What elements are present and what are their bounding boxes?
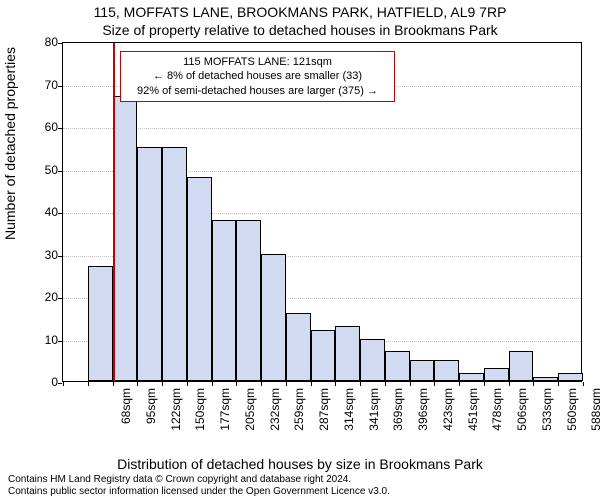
x-tick-label: 451sqm [466, 388, 480, 448]
x-tick-label: 341sqm [367, 388, 381, 448]
x-tick-label: 177sqm [218, 388, 232, 448]
y-axis-label: Number of detached properties [2, 47, 18, 240]
x-tick-mark [385, 382, 386, 386]
y-tick-mark [58, 298, 62, 299]
histogram-bar [533, 377, 558, 381]
annotation-line: 115 MOFFATS LANE: 121sqm [129, 55, 386, 69]
annotation-line: 92% of semi-detached houses are larger (… [129, 84, 386, 98]
chart-title-line1: 115, MOFFATS LANE, BROOKMANS PARK, HATFI… [0, 4, 600, 20]
y-tick-label: 70 [28, 78, 58, 92]
x-tick-mark [63, 382, 64, 386]
x-tick-mark [459, 382, 460, 386]
x-tick-mark [434, 382, 435, 386]
footer-attribution: Contains HM Land Registry data © Crown c… [8, 474, 390, 498]
histogram-bar [484, 368, 509, 381]
y-tick-label: 80 [28, 35, 58, 49]
reference-marker-line [113, 43, 115, 381]
histogram-bar [385, 351, 410, 381]
x-tick-label: 68sqm [119, 388, 133, 448]
y-tick-mark [58, 171, 62, 172]
x-tick-label: 533sqm [540, 388, 554, 448]
x-tick-label: 478sqm [490, 388, 504, 448]
x-tick-mark [335, 382, 336, 386]
x-tick-label: 205sqm [243, 388, 257, 448]
x-tick-label: 259sqm [292, 388, 306, 448]
histogram-bar [162, 147, 187, 381]
y-tick-mark [58, 128, 62, 129]
histogram-bar [187, 177, 212, 381]
x-tick-label: 560sqm [565, 388, 579, 448]
gridline [63, 128, 581, 129]
histogram-bar [113, 96, 138, 381]
x-tick-label: 423sqm [441, 388, 455, 448]
histogram-bar [509, 351, 534, 381]
x-tick-label: 314sqm [342, 388, 356, 448]
x-tick-mark [484, 382, 485, 386]
x-tick-mark [236, 382, 237, 386]
histogram-bar [410, 360, 435, 381]
histogram-bar [434, 360, 459, 381]
x-tick-mark [212, 382, 213, 386]
footer-line2: Contains public sector information licen… [8, 486, 390, 498]
y-tick-mark [58, 213, 62, 214]
y-tick-label: 40 [28, 205, 58, 219]
x-tick-mark [583, 382, 584, 386]
y-tick-mark [58, 383, 62, 384]
y-tick-label: 0 [28, 375, 58, 389]
y-tick-mark [58, 86, 62, 87]
annotation-box: 115 MOFFATS LANE: 121sqm← 8% of detached… [120, 51, 395, 102]
annotation-line: ← 8% of detached houses are smaller (33) [129, 69, 386, 83]
histogram-bar [335, 326, 360, 381]
chart-title-line2: Size of property relative to detached ho… [0, 22, 600, 38]
x-tick-mark [113, 382, 114, 386]
chart-container: 115, MOFFATS LANE, BROOKMANS PARK, HATFI… [0, 0, 600, 500]
histogram-bar [137, 147, 162, 381]
histogram-bar [558, 373, 583, 382]
x-tick-label: 95sqm [144, 388, 158, 448]
x-tick-mark [410, 382, 411, 386]
x-tick-mark [533, 382, 534, 386]
x-tick-mark [558, 382, 559, 386]
x-tick-label: 588sqm [589, 388, 600, 448]
histogram-bar [459, 373, 484, 382]
plot-area: 115 MOFFATS LANE: 121sqm← 8% of detached… [62, 42, 582, 382]
histogram-bar [360, 339, 385, 382]
x-tick-mark [137, 382, 138, 386]
y-tick-mark [58, 43, 62, 44]
y-tick-label: 60 [28, 120, 58, 134]
x-tick-mark [88, 382, 89, 386]
y-tick-mark [58, 256, 62, 257]
y-tick-label: 50 [28, 163, 58, 177]
footer-line1: Contains HM Land Registry data © Crown c… [8, 474, 390, 486]
x-tick-label: 369sqm [391, 388, 405, 448]
x-tick-mark [162, 382, 163, 386]
x-tick-mark [187, 382, 188, 386]
x-tick-mark [311, 382, 312, 386]
histogram-bar [236, 220, 261, 382]
histogram-bar [311, 330, 336, 381]
histogram-bar [286, 313, 311, 381]
histogram-bar [88, 266, 113, 381]
y-tick-label: 30 [28, 248, 58, 262]
y-tick-label: 20 [28, 290, 58, 304]
x-tick-label: 122sqm [169, 388, 183, 448]
x-tick-mark [360, 382, 361, 386]
x-axis-label: Distribution of detached houses by size … [0, 456, 600, 472]
y-tick-mark [58, 341, 62, 342]
histogram-bar [261, 254, 286, 382]
x-tick-label: 287sqm [317, 388, 331, 448]
x-tick-mark [509, 382, 510, 386]
x-tick-label: 396sqm [416, 388, 430, 448]
x-tick-label: 506sqm [515, 388, 529, 448]
x-tick-mark [261, 382, 262, 386]
x-tick-label: 232sqm [268, 388, 282, 448]
x-tick-label: 150sqm [193, 388, 207, 448]
x-tick-mark [286, 382, 287, 386]
histogram-bar [212, 220, 237, 382]
y-tick-label: 10 [28, 333, 58, 347]
